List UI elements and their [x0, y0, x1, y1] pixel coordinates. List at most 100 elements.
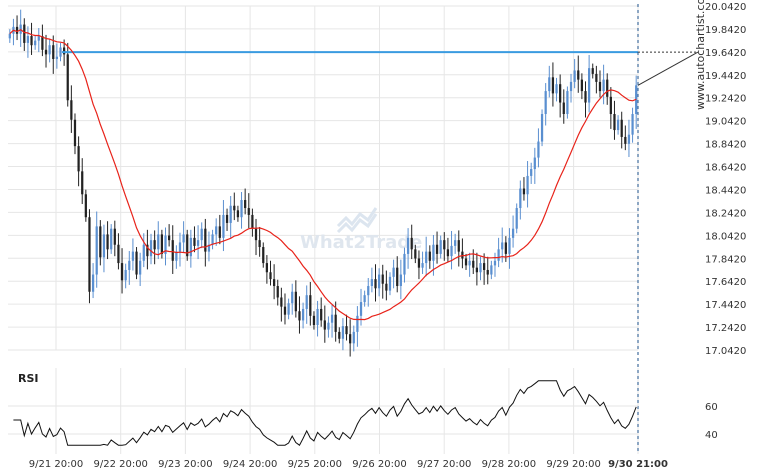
- candle: [526, 161, 529, 208]
- candle: [240, 191, 243, 229]
- candle: [247, 193, 250, 229]
- candle: [229, 196, 232, 238]
- candle: [251, 208, 254, 237]
- candle-body: [323, 320, 326, 330]
- candle: [540, 109, 544, 147]
- candle: [624, 125, 627, 151]
- candle: [200, 222, 203, 249]
- candle-body: [410, 237, 413, 250]
- candle: [522, 177, 526, 201]
- time-tick-label: 9/25 20:00: [288, 459, 342, 470]
- candle: [294, 280, 297, 318]
- candle: [551, 62, 555, 107]
- candle: [316, 300, 319, 337]
- candle-body: [196, 240, 200, 246]
- candle-body: [562, 102, 565, 115]
- price-tick-label: 19.4420: [705, 71, 746, 82]
- candle-body: [153, 240, 156, 250]
- candle: [609, 87, 612, 129]
- candle-body: [497, 249, 500, 261]
- candle: [616, 115, 620, 135]
- candle: [102, 224, 106, 273]
- time-tick-label: 9/24 20:00: [223, 459, 277, 470]
- candle: [519, 180, 522, 220]
- candle-body: [139, 260, 142, 275]
- candle: [533, 147, 536, 184]
- candle-body: [175, 251, 178, 261]
- candle-body: [374, 279, 377, 289]
- candle-body: [555, 84, 558, 94]
- candle: [106, 221, 109, 260]
- candle-body: [602, 79, 605, 92]
- price-tick-label: 17.8420: [705, 254, 746, 265]
- candle: [595, 65, 598, 94]
- candle: [117, 233, 120, 270]
- time-tick-label: 9/23 20:00: [158, 459, 212, 470]
- candle: [454, 233, 457, 254]
- candle-body: [95, 226, 98, 275]
- candle: [475, 252, 479, 286]
- candle: [327, 316, 330, 338]
- candle: [396, 256, 399, 293]
- candle: [193, 226, 196, 253]
- candle: [269, 260, 272, 286]
- candle: [283, 293, 287, 325]
- candle: [356, 306, 359, 347]
- candle: [52, 35, 55, 74]
- price-tick-label: 17.6420: [705, 277, 746, 288]
- candle: [291, 283, 294, 315]
- candle-body: [537, 141, 540, 158]
- price-tick-label: 17.4420: [705, 300, 746, 311]
- candle: [204, 218, 207, 267]
- candle: [399, 259, 402, 300]
- candle-body: [113, 228, 116, 245]
- candle-body: [77, 146, 80, 172]
- candle: [381, 264, 384, 299]
- candle-body: [406, 237, 410, 254]
- candle-body: [338, 331, 341, 339]
- candle-body: [204, 228, 207, 252]
- candle: [410, 224, 413, 260]
- candle-body: [276, 286, 279, 298]
- candle: [215, 218, 218, 246]
- candle-body: [149, 240, 153, 257]
- candle: [164, 227, 167, 266]
- candle: [77, 136, 80, 187]
- price-tick-label: 18.8420: [705, 140, 746, 151]
- candle: [135, 247, 138, 280]
- candle-body: [280, 297, 283, 307]
- candle: [530, 162, 533, 184]
- candle-body: [298, 311, 301, 321]
- candle-body: [508, 237, 511, 254]
- candle: [265, 255, 269, 284]
- price-tick-label: 17.2420: [705, 323, 746, 334]
- candle-body: [439, 240, 442, 254]
- candle: [59, 42, 62, 62]
- candle: [182, 221, 185, 253]
- candle: [566, 86, 569, 119]
- candle-body: [222, 214, 225, 238]
- candle: [580, 73, 584, 100]
- candle-body: [124, 269, 127, 281]
- candle-body: [399, 274, 402, 287]
- time-tick-label: 9/27 20:00: [417, 459, 471, 470]
- candle-body: [421, 263, 424, 268]
- candle: [363, 290, 366, 307]
- price-axis: 20.0420 19.8420 19.6420 19.4420 19.2420 19.04…: [705, 2, 746, 357]
- candle-body: [262, 247, 265, 264]
- rsi-tick-label: 60: [705, 402, 718, 413]
- candle: [73, 113, 77, 155]
- candle: [37, 28, 40, 53]
- candle: [258, 226, 261, 257]
- candle: [276, 279, 279, 306]
- moving-average-line: [9, 28, 637, 321]
- projection-line: [637, 51, 699, 86]
- candle-body: [587, 68, 591, 103]
- candle: [305, 285, 308, 324]
- candle: [374, 264, 377, 302]
- candle-body: [388, 276, 392, 291]
- candle: [26, 26, 30, 58]
- price-tick-label: 20.0420: [705, 2, 746, 13]
- candle-body: [435, 244, 439, 254]
